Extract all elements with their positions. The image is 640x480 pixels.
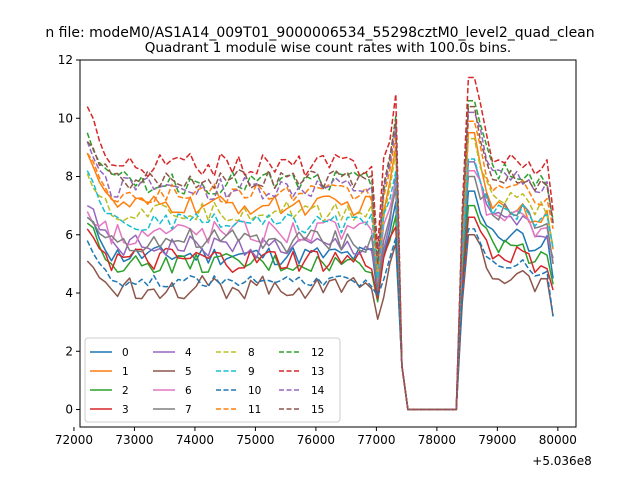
legend-label-9: 9 [248,366,255,378]
x-tick-label: 73000 [115,433,153,447]
x-tick-label: 74000 [176,433,214,447]
x-tick-label: 80000 [539,433,577,447]
x-tick-label: 79000 [478,433,516,447]
legend-label-2: 2 [122,385,129,397]
series-layer [86,76,554,411]
legend-label-8: 8 [248,347,255,359]
series-line-10 [86,228,554,411]
series-line-12 [86,100,554,411]
legend-box [84,337,341,423]
series-line-5 [86,234,554,411]
y-tick-label: 4 [65,286,73,300]
legend-label-6: 6 [185,385,192,397]
legend-label-3: 3 [122,404,129,416]
series-line-13 [86,76,554,411]
legend-label-1: 1 [122,366,129,378]
x-tick-label: 75000 [236,433,274,447]
chart-suptitle: n file: modeM0/AS1A14_009T01_9000006534_… [45,25,594,41]
series-line-6 [86,169,554,411]
y-tick-label: 8 [65,170,73,184]
legend-label-5: 5 [185,366,192,378]
series-line-15 [86,105,554,411]
legend-label-13: 13 [311,366,324,378]
x-tick-label: 76000 [297,433,335,447]
x-tick-label: 72000 [55,433,93,447]
y-tick-label: 12 [58,53,73,67]
series-line-11 [86,120,554,411]
y-tick-label: 10 [58,111,73,125]
series-line-9 [86,158,554,411]
legend-label-0: 0 [122,347,129,359]
series-line-1 [86,132,554,411]
x-axis: 72000 73000 74000 75000 76000 77000 78000 79000… [55,427,577,447]
y-axis: 0 2 4 6 8 10 12 [58,53,80,417]
legend-label-11: 11 [248,404,261,416]
plot-area [86,76,554,411]
legend-label-10: 10 [248,385,261,397]
x-tick-label: 77000 [357,433,395,447]
y-tick-label: 6 [65,228,73,242]
legend-label-7: 7 [185,404,192,416]
series-line-8 [86,137,554,411]
legend-label-12: 12 [311,347,324,359]
series-line-7 [86,175,554,411]
chart-title: Quadrant 1 module wise count rates with … [145,40,511,56]
legend-label-14: 14 [311,385,325,397]
x-offset-label: +5.036e8 [532,454,591,468]
plot-frame [79,59,577,428]
y-tick-label: 0 [65,403,73,417]
legend-label-15: 15 [311,404,324,416]
x-tick-label: 78000 [418,433,456,447]
y-tick-label: 2 [65,344,73,358]
legend-label-4: 4 [185,347,192,359]
series-line-3 [86,216,554,411]
